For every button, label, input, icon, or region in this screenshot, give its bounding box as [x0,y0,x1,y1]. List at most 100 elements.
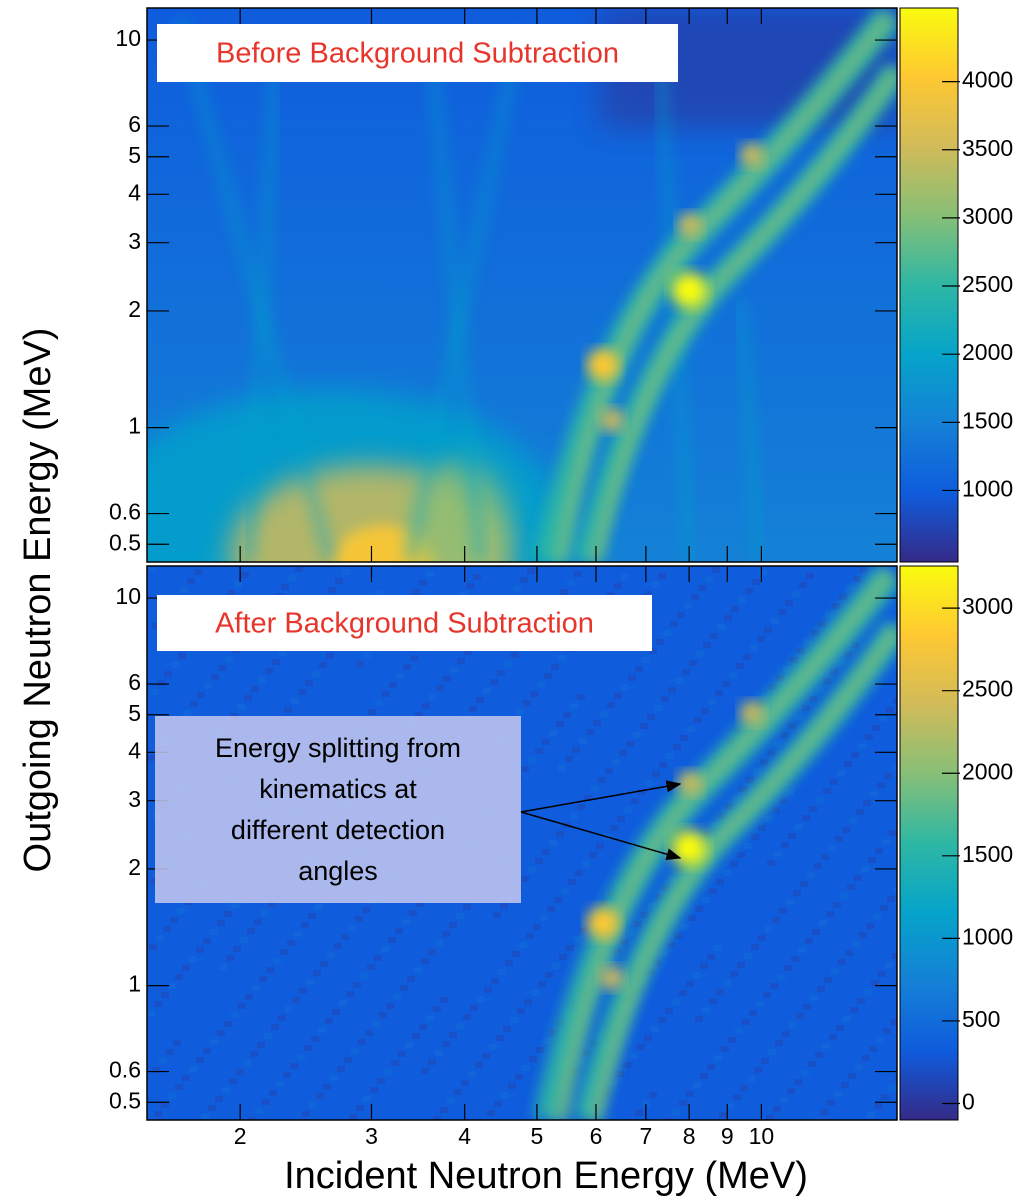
heatmap-noise [257,1042,265,1048]
heatmap-noise [665,1008,673,1014]
heatmap-noise [884,773,892,779]
heatmap-noise [774,851,782,857]
heatmap-noise [680,735,688,741]
heatmap-noise [189,1066,197,1072]
heatmaps [147,8,897,1120]
heatmap-noise [367,964,375,970]
heatmap-noise [628,675,636,681]
heatmap-noise [659,762,667,768]
heatmap-noise [859,932,867,938]
heatmap-noise [537,682,545,688]
heatmap-noise [183,710,191,716]
heatmap-noise [560,589,568,595]
heatmap-noise [240,937,248,943]
heatmap-hotspot [587,349,619,381]
heatmap-noise [586,729,594,735]
heatmap-noise [203,1048,211,1054]
y-tick-label: 2 [128,296,141,322]
annotation-text: Energy splitting from [215,733,461,763]
heatmap-noise [271,1024,279,1030]
heatmap-noise [823,678,831,684]
y-tick-label: 10 [115,25,141,51]
heatmap-noise [273,958,281,964]
heatmap-noise [868,857,876,863]
heatmap-noise [180,587,188,593]
heatmap-noise [577,694,585,700]
heatmap-noise [716,879,724,885]
heatmap-noise [818,621,826,627]
heatmap-noise [325,1018,333,1024]
y-tick-label: 1 [128,971,141,997]
heatmap-noise [524,999,532,1005]
heatmap-noise [447,1098,455,1104]
heatmap-noise [768,1049,776,1055]
heatmap-noise [739,786,747,792]
heatmap-noise [769,684,777,690]
heatmap-noise [542,849,550,855]
heatmap-noise [893,698,897,704]
heatmap-noise [379,1012,387,1018]
heatmap-noise [319,662,327,668]
heatmap-noise [688,915,696,921]
heatmap-noise [695,1016,703,1022]
heatmap-noise [433,1116,441,1120]
annotation-box [155,716,521,903]
heatmap-noise [561,888,569,894]
heatmap-noise [663,630,671,636]
heatmap-noise [627,930,635,936]
heatmap-noise [550,1029,558,1035]
heatmap-noise [269,1090,277,1096]
heatmap-noise [679,990,687,996]
heatmap-noise [649,1092,657,1098]
heatmap-noise [823,788,831,794]
heatmap-noise [250,1051,258,1057]
heatmap-noise [295,566,303,572]
heatmap-noise [348,925,356,931]
heatmap-noise [231,902,239,908]
heatmap-noise [426,1015,434,1021]
heatmap-noise [305,680,313,686]
heatmap-noise [686,981,694,987]
heatmap-noise [491,978,499,984]
colorbar-tick-label: 2000 [962,758,1013,784]
heatmap-noise [543,1038,551,1044]
y-tick-label: 3 [128,228,141,254]
heatmap-noise [243,1060,251,1066]
heatmap-noise [563,712,571,718]
heatmap-noise [284,707,292,713]
heatmap-noise [744,843,752,849]
heatmap-noise [852,941,860,947]
heatmap-noise [652,771,660,777]
title-box [157,24,678,82]
colorbar-tick-label: 1500 [962,841,1013,867]
heatmap-noise [265,668,273,674]
heatmap-noise [245,994,253,1000]
heatmap-noise [208,1105,216,1111]
y-tick-label: 5 [128,142,141,168]
heatmap-noise [737,962,745,968]
heatmap-noise [679,1100,687,1106]
heatmap-noise [229,1078,237,1084]
heatmap-noise [302,1111,310,1117]
heatmap-noise [876,1037,884,1043]
heatmap-noise [386,1003,394,1009]
heatmap-noise [746,777,754,783]
heatmap-noise [252,985,260,991]
heatmap-noise [793,890,801,896]
heatmap-noise [895,1076,897,1082]
heatmap-noise [758,935,766,941]
heatmap-noise [580,927,588,933]
heatmap-noise [299,988,307,994]
heatmap-noise [218,665,226,671]
heatmap-noise [556,831,564,837]
heatmap-noise [154,1001,162,1007]
heatmap-noise [826,911,834,917]
heatmap-noise [466,583,474,589]
heatmap-noise [815,1052,823,1058]
y-tick-label: 4 [128,737,141,763]
heatmap-noise [440,1107,448,1113]
heatmap-noise [304,1045,312,1051]
heatmap-noise [513,586,521,592]
heatmap-noise [426,571,434,577]
